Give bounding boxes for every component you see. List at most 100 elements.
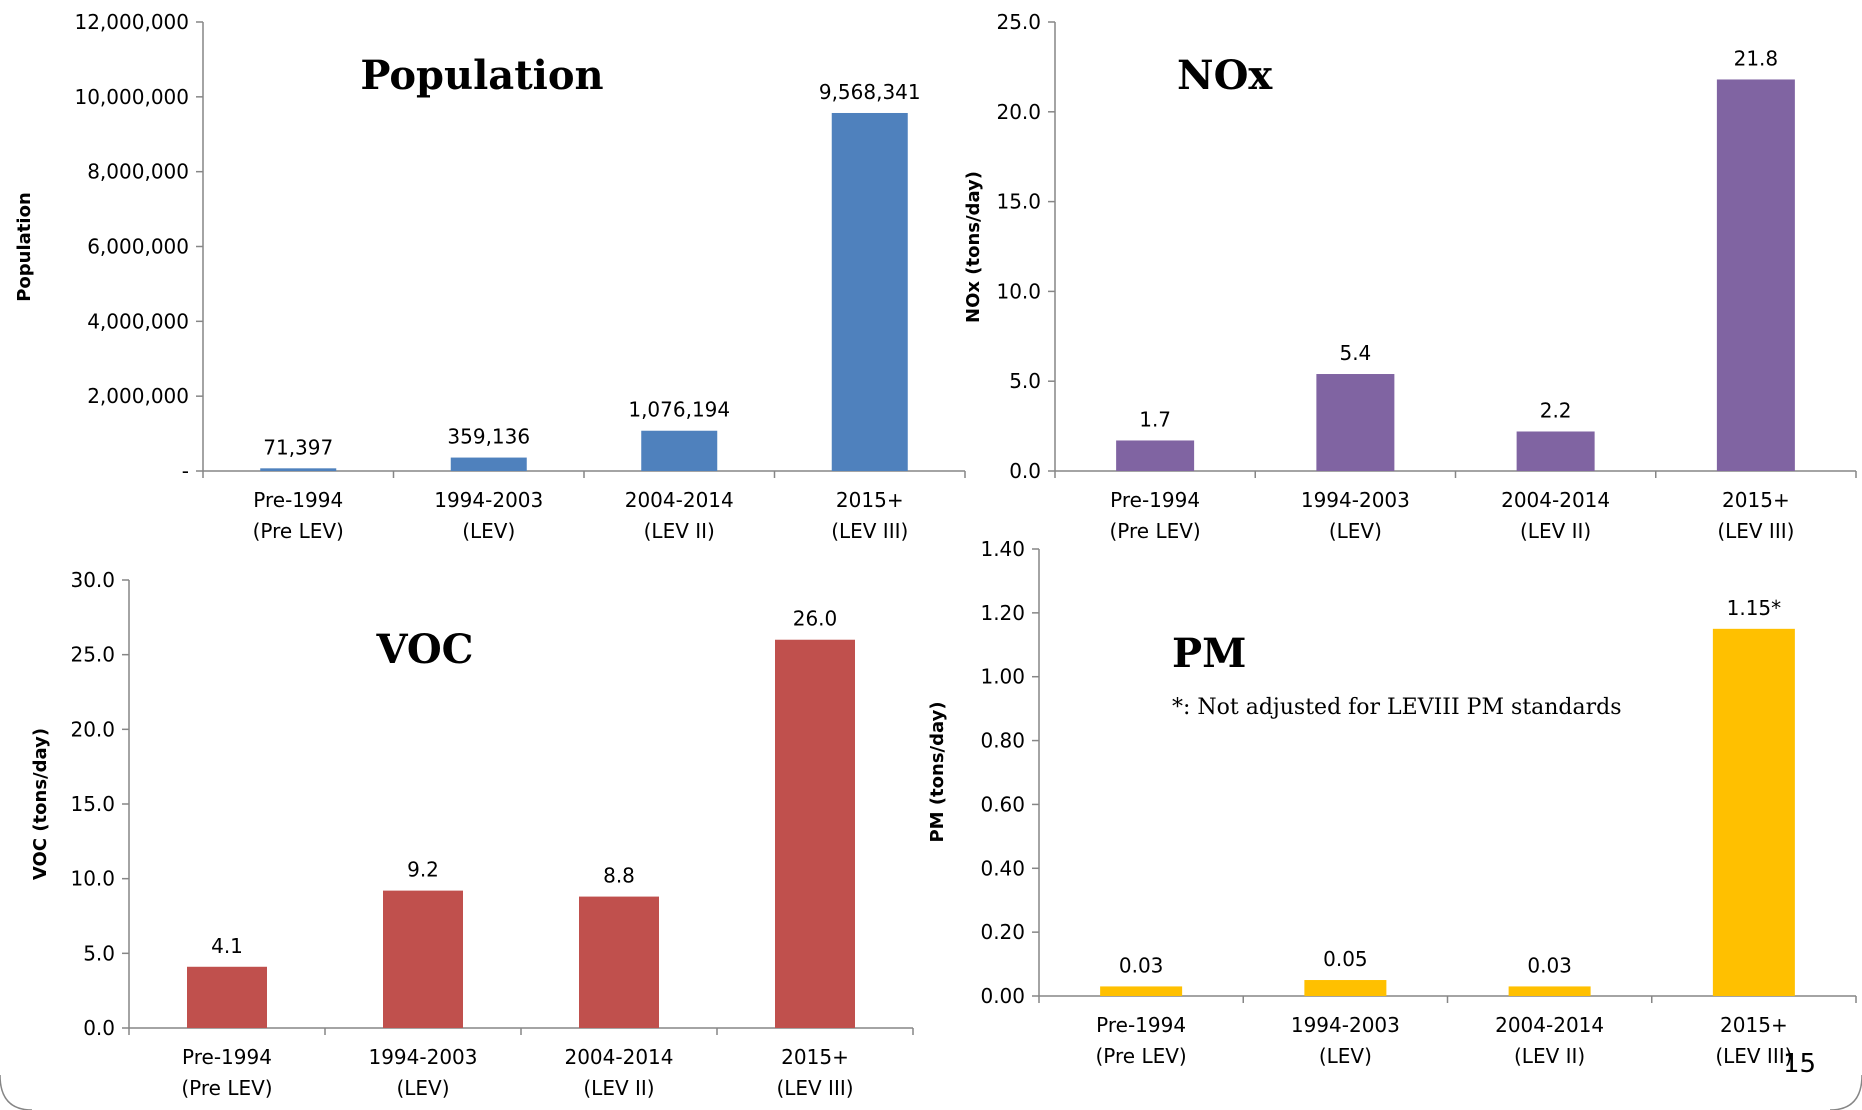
y-axis-label: VOC (tons/day) <box>30 728 51 880</box>
bar <box>831 112 908 472</box>
bar <box>1304 980 1387 996</box>
y-axis-label: PM (tons/day) <box>927 701 948 842</box>
chart-population: - 2,000,000 4,000,000 6,000,000 8,000,000 10,… <box>14 10 966 543</box>
data-label: 4.1 <box>211 934 243 958</box>
slide-corner-left <box>0 1074 33 1110</box>
chart-voc: 0.0 5.0 10.0 15.0 20.0 25.0 30.0 4.1 Pre-1994 (Pr… <box>30 568 914 1100</box>
x-tick-label: (LEV) <box>1319 1044 1372 1068</box>
y-tick-label: 5.0 <box>1009 369 1041 393</box>
bar <box>383 890 463 1028</box>
y-tick-label: 2,000,000 <box>87 384 189 408</box>
x-tick-label: (LEV III) <box>1717 519 1794 543</box>
x-tick-label: (LEV) <box>462 519 515 543</box>
y-tick-label: 0.0 <box>83 1016 115 1040</box>
x-tick-label: 2004-2014 <box>1501 488 1610 512</box>
x-tick-label: Pre-1994 <box>1096 1013 1186 1037</box>
x-tick-label: 2004-2014 <box>625 488 734 512</box>
y-axis-label: NOx (tons/day) <box>963 171 984 323</box>
x-tick-label: 2015+ <box>1722 488 1790 512</box>
x-tick-label: (LEV III) <box>776 1076 853 1100</box>
chart-pm: 0.00 0.20 0.40 0.60 0.80 1.00 1.20 1.40 0.03 Pre-… <box>927 537 1857 1068</box>
y-tick-label: 1.00 <box>980 665 1025 689</box>
data-label: 21.8 <box>1734 46 1779 70</box>
x-tick-label: Pre-1994 <box>253 488 343 512</box>
x-tick-label: (LEV) <box>1329 519 1382 543</box>
x-tick-label: Pre-1994 <box>1110 488 1200 512</box>
page-number: 15 <box>1783 1049 1816 1079</box>
bar <box>579 896 659 1028</box>
data-label: 71,397 <box>263 435 333 459</box>
x-tick-label: 2015+ <box>836 488 904 512</box>
y-tick-label: 30.0 <box>70 568 115 592</box>
x-tick-label: (LEV II) <box>583 1076 654 1100</box>
x-tick-label: 2004-2014 <box>564 1045 673 1069</box>
y-tick-label: 25.0 <box>70 643 115 667</box>
bar <box>187 966 267 1028</box>
x-tick-label: 1994-2003 <box>1301 488 1410 512</box>
y-tick-label: 20.0 <box>70 717 115 741</box>
bar <box>1508 986 1591 996</box>
y-tick-label: 0.60 <box>980 792 1025 816</box>
y-tick-label: 5.0 <box>83 941 115 965</box>
chart-nox: 0.0 5.0 10.0 15.0 20.0 25.0 1.7 Pre-1994 (Pre LE… <box>963 10 1857 543</box>
data-label: 1.7 <box>1139 407 1171 431</box>
bar <box>1516 431 1595 471</box>
data-label: 1.15* <box>1727 596 1782 620</box>
y-tick-label: 0.80 <box>980 729 1025 753</box>
y-tick-label: 1.40 <box>980 537 1025 561</box>
y-tick-label: - <box>182 459 189 483</box>
y-tick-label: 0.0 <box>1009 459 1041 483</box>
y-tick-label: 6,000,000 <box>87 235 189 259</box>
x-tick-label: 2004-2014 <box>1495 1013 1604 1037</box>
bar <box>1712 628 1795 996</box>
x-tick-label: (LEV III) <box>1715 1044 1792 1068</box>
slide-corner-right <box>1829 1074 1862 1110</box>
y-tick-label: 15.0 <box>70 792 115 816</box>
data-label: 0.05 <box>1323 947 1368 971</box>
bar <box>641 430 718 471</box>
data-label: 5.4 <box>1339 341 1371 365</box>
x-tick-label: (LEV II) <box>1514 1044 1585 1068</box>
data-label: 26.0 <box>793 607 838 631</box>
data-label: 9.2 <box>407 858 439 882</box>
bar <box>775 639 855 1028</box>
x-tick-label: 1994-2003 <box>434 488 543 512</box>
chart-title: VOC <box>375 626 473 673</box>
y-tick-label: 10,000,000 <box>74 85 189 109</box>
data-label: 0.03 <box>1119 953 1164 977</box>
y-tick-label: 10.0 <box>70 867 115 891</box>
y-tick-label: 4,000,000 <box>87 309 189 333</box>
y-tick-label: 0.00 <box>980 984 1025 1008</box>
data-label: 0.03 <box>1527 953 1572 977</box>
bar <box>260 468 337 471</box>
x-tick-label: (LEV III) <box>831 519 908 543</box>
data-label: 9,568,341 <box>819 80 921 104</box>
bar <box>1316 374 1395 471</box>
y-tick-label: 15.0 <box>996 190 1041 214</box>
bar <box>450 457 527 471</box>
data-label: 2.2 <box>1540 398 1572 422</box>
chart-title: Population <box>360 52 603 99</box>
x-tick-label: Pre-1994 <box>182 1045 272 1069</box>
x-tick-label: (Pre LEV) <box>253 519 344 543</box>
y-axis-label: Population <box>14 192 35 302</box>
y-tick-label: 1.20 <box>980 601 1025 625</box>
bar <box>1716 79 1795 472</box>
x-tick-label: (LEV) <box>396 1076 449 1100</box>
bar <box>1116 440 1195 471</box>
data-label: 8.8 <box>603 864 635 888</box>
y-tick-label: 12,000,000 <box>74 10 189 34</box>
x-tick-label: 1994-2003 <box>1291 1013 1400 1037</box>
x-tick-label: 2015+ <box>1720 1013 1788 1037</box>
chart-title: NOx <box>1177 52 1273 99</box>
y-tick-label: 10.0 <box>996 279 1041 303</box>
x-tick-label: (LEV II) <box>644 519 715 543</box>
data-label: 359,136 <box>447 425 530 449</box>
x-tick-label: (LEV II) <box>1520 519 1591 543</box>
x-tick-label: (Pre LEV) <box>1096 1044 1187 1068</box>
y-tick-label: 0.20 <box>980 920 1025 944</box>
x-tick-label: 2015+ <box>781 1045 849 1069</box>
x-tick-label: 1994-2003 <box>368 1045 477 1069</box>
bar <box>1100 986 1183 996</box>
